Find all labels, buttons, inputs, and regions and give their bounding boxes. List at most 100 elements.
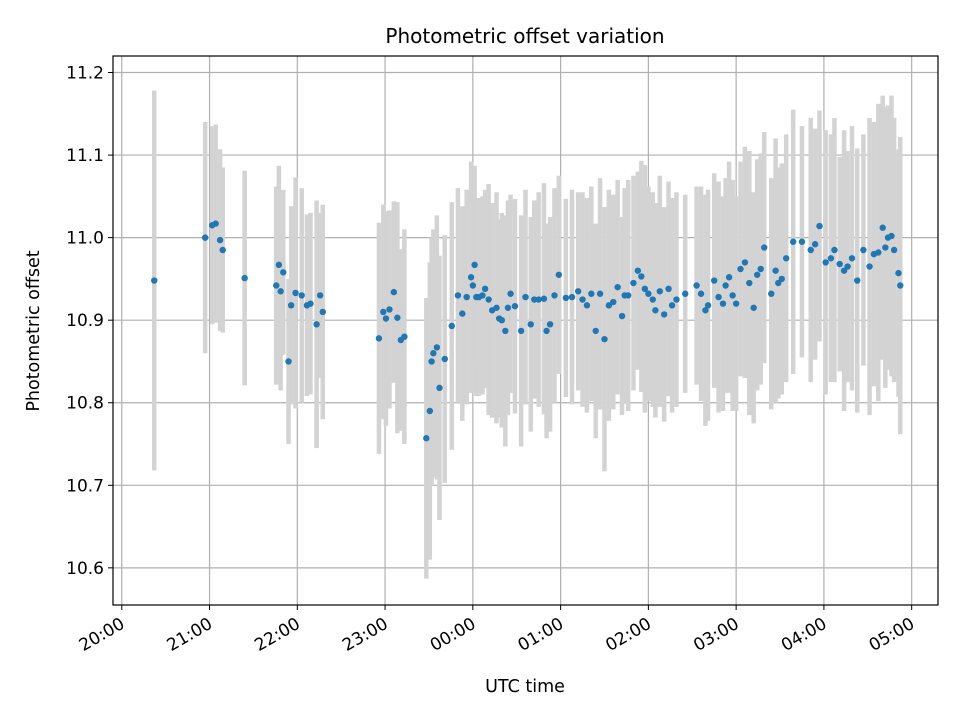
data-point xyxy=(493,304,500,311)
data-point xyxy=(737,265,744,273)
data-point xyxy=(469,282,477,289)
data-point xyxy=(854,277,861,284)
data-point xyxy=(614,283,621,291)
data-point xyxy=(401,333,408,340)
data-point xyxy=(895,269,902,277)
data-point xyxy=(710,277,718,284)
data-point xyxy=(546,321,554,328)
data-point xyxy=(423,435,430,442)
y-tick-label: 11.0 xyxy=(66,229,104,249)
y-tick-label: 10.7 xyxy=(66,476,104,496)
data-point xyxy=(610,298,617,306)
y-tick-label: 11.2 xyxy=(66,64,104,84)
data-point xyxy=(285,358,292,365)
data-point xyxy=(601,335,608,343)
data-point xyxy=(624,292,632,299)
data-point xyxy=(463,293,470,301)
data-point xyxy=(772,267,779,274)
data-point xyxy=(836,260,843,268)
data-point xyxy=(216,236,224,244)
data-point xyxy=(481,285,489,293)
data-point xyxy=(479,292,486,299)
data-point xyxy=(844,263,851,270)
data-point xyxy=(428,358,435,365)
data-point xyxy=(579,296,586,303)
data-point xyxy=(596,290,604,297)
data-point xyxy=(761,244,768,251)
data-point xyxy=(630,279,637,287)
data-point xyxy=(704,302,712,309)
data-point xyxy=(504,304,512,311)
data-point xyxy=(768,290,775,297)
data-point xyxy=(433,344,441,351)
data-point xyxy=(725,274,733,281)
data-point xyxy=(448,322,455,330)
data-point xyxy=(375,335,383,342)
data-point xyxy=(746,279,753,287)
data-point xyxy=(693,282,700,289)
data-point xyxy=(471,261,478,269)
data-point xyxy=(665,285,672,293)
plot-frame xyxy=(112,55,939,606)
data-point xyxy=(729,292,736,299)
data-point xyxy=(507,290,514,297)
data-point xyxy=(551,292,558,299)
data-point xyxy=(273,282,280,289)
data-point xyxy=(517,327,525,335)
data-point xyxy=(287,302,295,309)
data-point xyxy=(430,350,437,357)
data-point xyxy=(527,321,534,328)
data-point xyxy=(436,384,443,392)
data-point xyxy=(275,261,283,269)
data-point xyxy=(390,288,398,296)
data-point xyxy=(201,234,209,241)
data-point xyxy=(634,267,642,274)
data-point xyxy=(822,259,829,266)
data-point xyxy=(394,314,401,321)
data-point xyxy=(798,238,806,245)
data-point xyxy=(750,304,757,311)
data-point xyxy=(522,293,529,301)
x-axis-label: UTC time xyxy=(485,677,565,697)
data-point xyxy=(319,308,326,316)
data-point xyxy=(782,255,790,262)
data-point xyxy=(605,302,613,309)
data-point xyxy=(540,295,548,302)
data-point xyxy=(588,290,595,297)
data-point xyxy=(638,273,645,280)
data-point xyxy=(652,307,659,314)
data-point xyxy=(897,282,904,289)
data-point xyxy=(498,316,506,324)
data-point xyxy=(754,271,761,278)
data-point xyxy=(219,246,226,254)
data-point xyxy=(673,296,680,303)
data-point xyxy=(151,277,158,284)
data-point xyxy=(789,238,797,245)
data-point xyxy=(380,308,387,316)
data-point xyxy=(882,244,889,251)
data-point xyxy=(649,296,656,303)
data-point xyxy=(811,241,819,248)
data-point xyxy=(715,293,722,301)
data-point xyxy=(807,246,814,254)
data-point xyxy=(827,255,835,262)
data-point xyxy=(660,311,668,318)
data-point xyxy=(555,271,563,278)
data-point xyxy=(890,246,898,254)
data-point xyxy=(313,321,320,328)
data-point xyxy=(212,220,219,227)
data-point xyxy=(879,224,886,231)
data-point xyxy=(831,246,838,254)
data-point xyxy=(441,355,448,363)
data-point xyxy=(682,290,689,297)
y-tick-label: 10.9 xyxy=(66,311,104,331)
data-point xyxy=(618,312,626,320)
data-point xyxy=(386,306,393,313)
y-tick-label: 10.8 xyxy=(66,394,104,414)
data-point xyxy=(535,296,542,303)
data-point xyxy=(875,249,882,256)
data-point xyxy=(702,307,709,314)
data-point xyxy=(280,269,287,276)
data-point xyxy=(241,274,248,282)
